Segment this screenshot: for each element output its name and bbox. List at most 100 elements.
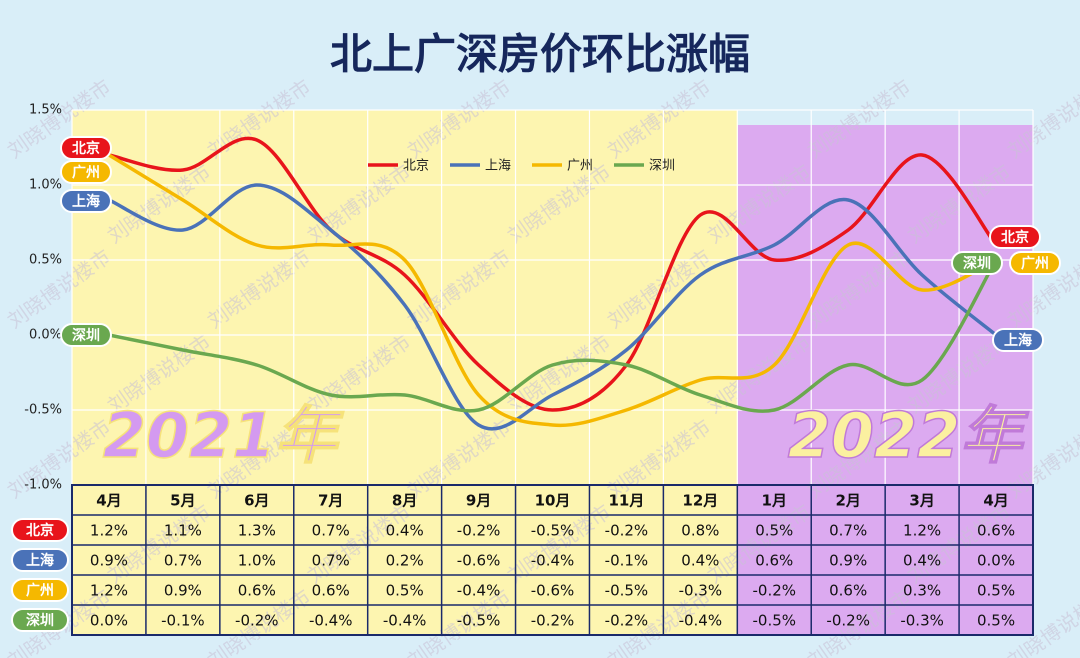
x-tick-label: 3月 — [909, 492, 934, 510]
table-value: 0.7% — [312, 522, 350, 540]
table-frame — [71, 484, 1034, 636]
table-value: 1.0% — [238, 552, 276, 570]
legend-label: 北京 — [403, 159, 429, 174]
table-value: 0.5% — [386, 582, 424, 600]
table-value: -0.1% — [161, 612, 205, 630]
table-value: 0.9% — [90, 552, 128, 570]
table-value: 0.8% — [681, 522, 719, 540]
table-value: 0.4% — [903, 552, 941, 570]
series-name-label: 广州 — [1021, 255, 1049, 272]
table-value: -0.2% — [605, 522, 649, 540]
table-value: 1.2% — [90, 522, 128, 540]
table-value: 0.2% — [386, 552, 424, 570]
row-name-pill — [11, 548, 69, 572]
x-tick-label: 4月 — [96, 492, 121, 510]
table-value: 0.5% — [977, 582, 1015, 600]
year-2021-band — [72, 110, 738, 485]
table-value: -0.5% — [457, 612, 501, 630]
table-value: -0.5% — [605, 582, 649, 600]
x-tick-label: 9月 — [466, 492, 491, 510]
table-value: -0.5% — [531, 522, 575, 540]
series-name-pill — [60, 323, 112, 347]
series-name-label: 广州 — [72, 164, 100, 181]
row-name-label: 广州 — [26, 582, 54, 599]
legend-label: 深圳 — [649, 159, 675, 174]
row-name-pill — [11, 518, 69, 542]
legend-label: 上海 — [485, 159, 511, 174]
table-value: 0.7% — [829, 522, 867, 540]
table-value: 0.3% — [903, 582, 941, 600]
y-tick-label: 0.0% — [29, 328, 62, 343]
table-value: -0.1% — [605, 552, 649, 570]
table-value: -0.4% — [383, 612, 427, 630]
table-value: -0.2% — [826, 612, 870, 630]
x-tick-label: 7月 — [318, 492, 343, 510]
table-value: 1.1% — [164, 522, 202, 540]
row-name-pill — [11, 608, 69, 632]
row-name-label: 北京 — [26, 522, 54, 539]
series-name-label: 北京 — [72, 140, 100, 157]
series-line — [108, 183, 998, 431]
table-value: -0.4% — [531, 552, 575, 570]
table-value: -0.2% — [235, 612, 279, 630]
series-name-pill — [60, 136, 112, 160]
table-value: 1.3% — [238, 522, 276, 540]
x-tick-label: 1月 — [762, 492, 787, 510]
table-value: 0.5% — [755, 522, 793, 540]
table-value: 0.4% — [386, 522, 424, 540]
table-value: 0.0% — [977, 552, 1015, 570]
series-name-pill — [1009, 251, 1061, 275]
table-value: -0.6% — [457, 552, 501, 570]
table-bg-2021 — [72, 485, 738, 636]
row-name-label: 上海 — [26, 552, 54, 569]
table-value: -0.3% — [679, 582, 723, 600]
y-tick-label: 1.0% — [29, 178, 62, 193]
x-tick-label: 12月 — [682, 492, 718, 510]
series-line — [108, 136, 998, 412]
series-name-pill — [989, 225, 1041, 249]
table-value: 0.6% — [238, 582, 276, 600]
table-value: -0.2% — [753, 582, 797, 600]
series-name-label: 上海 — [72, 193, 100, 210]
table-value: 1.2% — [903, 522, 941, 540]
watermark: 刘晓博说楼市 — [1003, 75, 1080, 163]
series-name-label: 北京 — [1001, 229, 1029, 246]
x-tick-label: 10月 — [535, 492, 571, 510]
table-value: 0.6% — [829, 582, 867, 600]
x-tick-label: 4月 — [983, 492, 1008, 510]
chart-title: 北上广深房价环比涨幅 — [330, 30, 750, 79]
table-value: -0.4% — [457, 582, 501, 600]
table-value: 0.6% — [312, 582, 350, 600]
series-name-label: 深圳 — [963, 255, 991, 272]
table-value: 0.0% — [90, 612, 128, 630]
table-value: -0.2% — [531, 612, 575, 630]
table-value: 0.6% — [755, 552, 793, 570]
x-tick-label: 5月 — [170, 492, 195, 510]
table-value: 0.9% — [829, 552, 867, 570]
row-name-pill — [11, 578, 69, 602]
table-value: 0.9% — [164, 582, 202, 600]
series-line — [108, 153, 997, 428]
table-value: -0.2% — [457, 522, 501, 540]
table-value: -0.4% — [679, 612, 723, 630]
table-value: -0.3% — [900, 612, 944, 630]
y-tick-label: -0.5% — [24, 403, 62, 418]
series-name-pill — [60, 160, 112, 184]
row-name-label: 深圳 — [26, 612, 54, 629]
y-tick-label: -1.0% — [24, 478, 62, 493]
y-tick-label: 0.5% — [29, 253, 62, 268]
y-tick-label: 1.5% — [29, 103, 62, 118]
series-line — [108, 259, 998, 413]
year-annotation: 2022年 — [788, 399, 1030, 472]
x-tick-label: 11月 — [608, 492, 644, 510]
series-name-pill — [60, 189, 112, 213]
table-value: 1.2% — [90, 582, 128, 600]
series-name-label: 上海 — [1004, 332, 1032, 349]
table-value: -0.4% — [309, 612, 353, 630]
legend-label: 广州 — [567, 159, 593, 174]
table-value: 0.5% — [977, 612, 1015, 630]
series-name-pill — [951, 251, 1003, 275]
